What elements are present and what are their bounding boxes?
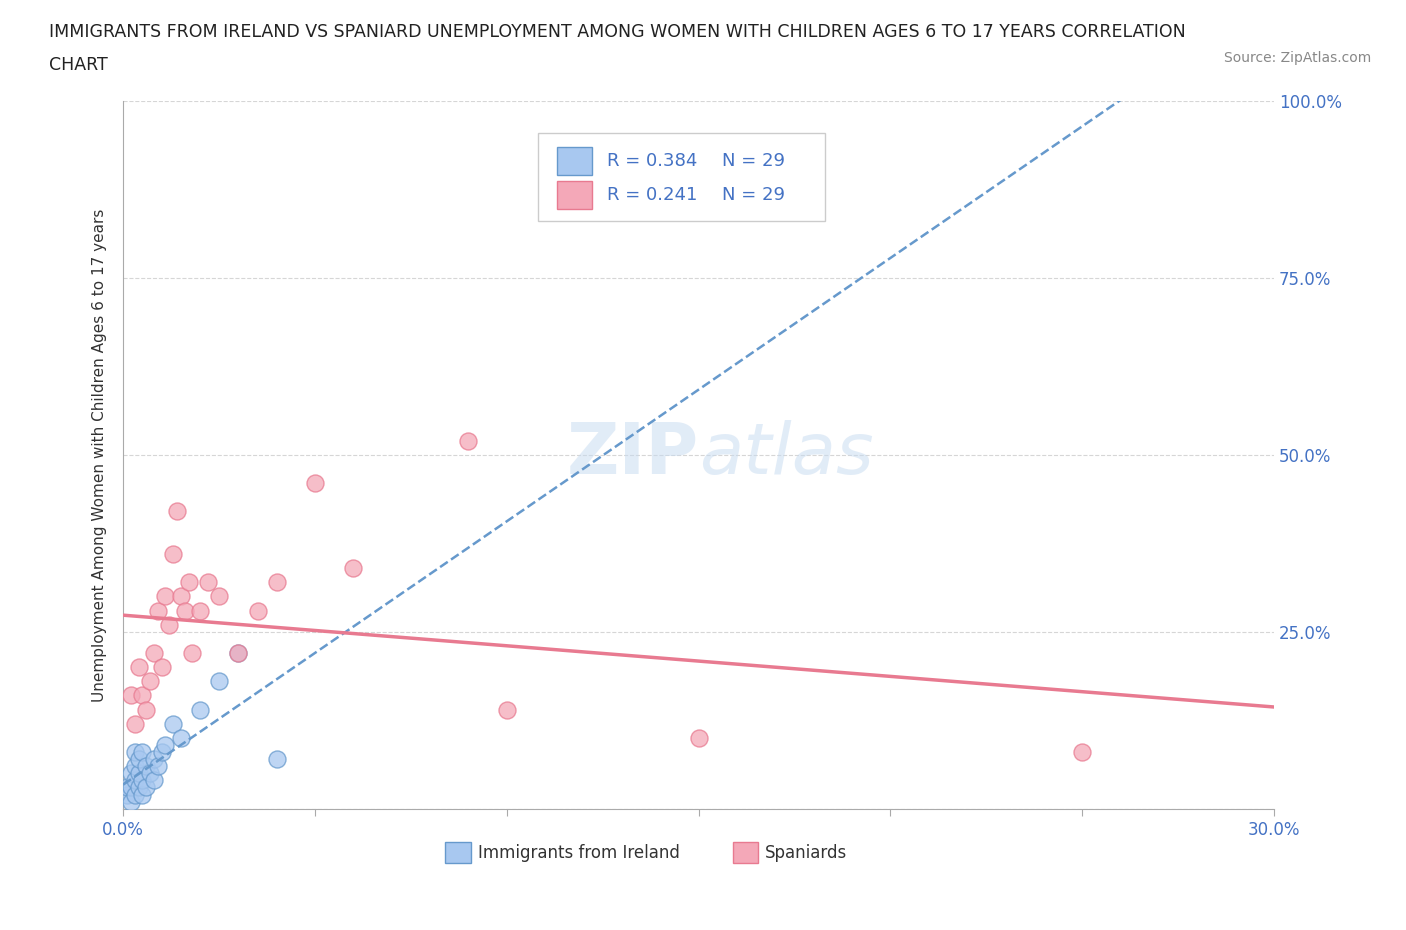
Text: ZIP: ZIP (567, 420, 699, 489)
FancyBboxPatch shape (537, 133, 825, 221)
Point (228, 645, 250, 660)
Text: R = 0.384: R = 0.384 (606, 153, 697, 170)
Point (146, 604, 169, 618)
Point (1071, 745, 1094, 760)
Point (266, 751, 288, 766)
Text: IMMIGRANTS FROM IRELAND VS SPANIARD UNEMPLOYMENT AMONG WOMEN WITH CHILDREN AGES : IMMIGRANTS FROM IRELAND VS SPANIARD UNEM… (49, 23, 1185, 41)
Point (150, 659, 173, 674)
Point (131, 787, 153, 802)
Point (124, 716, 146, 731)
Point (188, 702, 211, 717)
Point (128, 659, 150, 674)
Point (143, 645, 166, 660)
Point (128, 766, 150, 781)
Point (128, 751, 150, 766)
Point (128, 780, 150, 795)
Text: Spaniards: Spaniards (765, 844, 848, 861)
Point (146, 759, 169, 774)
Point (188, 604, 211, 618)
Text: N = 29: N = 29 (721, 186, 785, 205)
Point (157, 618, 180, 632)
Point (208, 674, 231, 689)
Point (131, 688, 153, 703)
Point (139, 674, 162, 689)
Point (457, 433, 479, 448)
Y-axis label: Unemployment Among Women with Children Ages 6 to 17 years: Unemployment Among Women with Children A… (93, 208, 107, 701)
Point (170, 730, 193, 745)
Point (173, 604, 195, 618)
Point (155, 737, 177, 752)
Point (304, 476, 326, 491)
Point (688, 730, 710, 745)
Point (143, 773, 166, 788)
Point (342, 561, 364, 576)
Point (120, 794, 142, 809)
Text: R = 0.241: R = 0.241 (606, 186, 697, 205)
Point (155, 589, 177, 604)
Point (166, 504, 188, 519)
Point (115, 787, 138, 802)
Point (177, 575, 200, 590)
Point (135, 702, 157, 717)
Point (150, 745, 173, 760)
Text: N = 29: N = 29 (721, 153, 785, 170)
Bar (733, 842, 758, 863)
Bar (446, 842, 471, 863)
Point (139, 766, 162, 781)
Point (495, 702, 517, 717)
Point (170, 589, 193, 604)
Point (246, 604, 269, 618)
Point (197, 575, 219, 590)
Point (228, 645, 250, 660)
Point (124, 745, 146, 760)
Text: atlas: atlas (699, 420, 873, 489)
Bar (557, 147, 592, 176)
Text: Source: ZipAtlas.com: Source: ZipAtlas.com (1223, 51, 1371, 65)
Point (120, 688, 142, 703)
Point (181, 645, 204, 660)
Bar (557, 181, 592, 209)
Point (120, 780, 142, 795)
Point (124, 759, 146, 774)
Point (135, 759, 157, 774)
Point (124, 773, 146, 788)
Point (115, 780, 138, 795)
Point (143, 751, 166, 766)
Point (131, 745, 153, 760)
Point (120, 766, 142, 781)
Point (266, 575, 288, 590)
Point (162, 547, 184, 562)
Text: CHART: CHART (49, 56, 108, 73)
Point (208, 589, 231, 604)
Text: Immigrants from Ireland: Immigrants from Ireland (478, 844, 679, 861)
Point (124, 787, 146, 802)
Point (162, 716, 184, 731)
Point (135, 780, 157, 795)
Point (131, 773, 153, 788)
